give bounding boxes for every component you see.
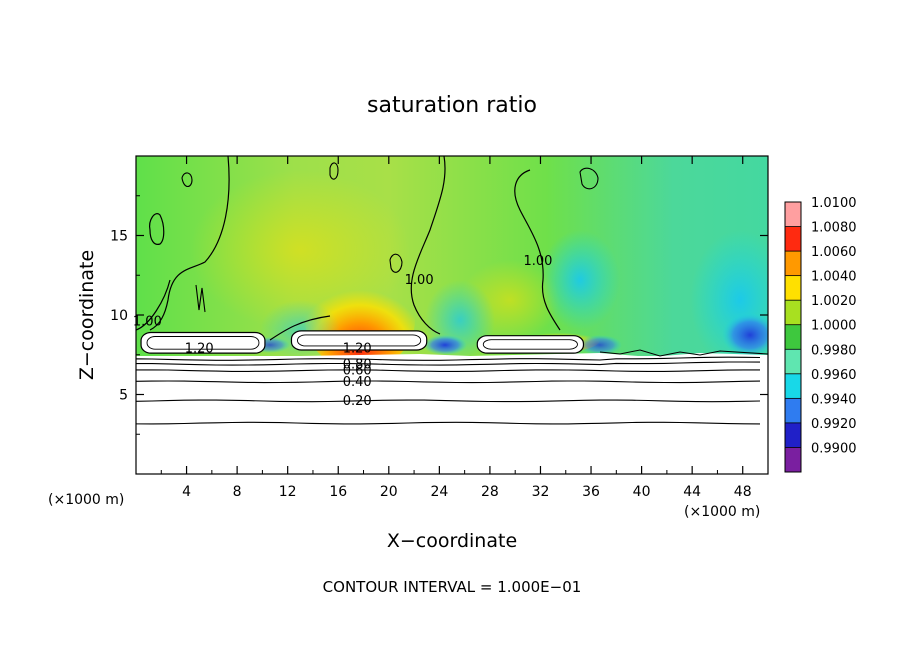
x-tick-label: 12: [279, 484, 297, 500]
cloud-inner-contour: [482, 339, 578, 350]
colorbar-swatch: [785, 202, 801, 227]
cloud-tops: [140, 330, 585, 354]
contour-label: 1.00: [523, 254, 552, 269]
contour-line: [136, 399, 761, 403]
x-unit-right: (×1000 m): [684, 504, 760, 520]
colorbar-label: 1.0080: [811, 221, 857, 236]
colorbar-swatch: [785, 422, 801, 448]
colorbar-label: 1.0100: [811, 196, 857, 211]
contour-labels: 1.001.20 1.200.800.600.400.201.001.00: [133, 254, 553, 409]
y-axis-label: Z−coordinate: [76, 250, 98, 380]
colorbar-label: 0.9940: [811, 392, 857, 407]
contour-label: 1.00: [405, 273, 434, 288]
contour-label: 0.20: [343, 394, 372, 409]
colorbar-label: 0.9980: [811, 343, 857, 358]
x-tick-label: 28: [481, 484, 499, 500]
x-axis-ticks: 4 8 12 16 20 24 28 32 36 40 44 48: [160, 156, 752, 500]
x-unit-left: (×1000 m): [48, 492, 124, 508]
heatmap-field: [136, 156, 768, 474]
colorbar-label: 1.0060: [811, 245, 857, 260]
colorbar-swatch: [785, 324, 801, 350]
contour-label: 1.00: [133, 314, 162, 329]
cloud-inner-contour: [146, 336, 260, 350]
cloud-region: [290, 330, 428, 351]
colorbar-label: 0.9960: [811, 368, 857, 383]
contour-interval-note: CONTOUR INTERVAL = 1.000E−01: [323, 578, 582, 596]
contour-label: 0.80: [343, 357, 372, 372]
y-tick-label: 5: [119, 388, 128, 404]
contour-label: 0.60: [343, 364, 372, 379]
cloud-region: [140, 331, 266, 354]
contour-label: 0.40: [343, 375, 372, 390]
contour-label: 1.20: [185, 341, 214, 356]
x-tick-label: 4: [182, 484, 191, 500]
contour-line: [136, 421, 761, 425]
colorbar-label: 1.0000: [811, 319, 857, 334]
x-tick-label: 36: [582, 484, 600, 500]
y-tick-label: 15: [110, 229, 128, 245]
colorbar-swatch: [785, 226, 801, 252]
colorbar-label: 0.9900: [811, 441, 857, 456]
colorbar-label: 0.9920: [811, 417, 857, 432]
colorbar-swatch: [785, 447, 801, 472]
contour-line: [136, 356, 761, 361]
contour-line: [136, 369, 760, 372]
colorbar-swatch: [785, 349, 801, 374]
x-tick-label: 32: [532, 484, 550, 500]
x-tick-label: 48: [734, 484, 752, 500]
y-axis-ticks: 5 10 15: [110, 195, 768, 435]
cloud-inner-contour: [297, 334, 422, 347]
chart-title: saturation ratio: [367, 93, 537, 118]
x-axis-label: X−coordinate: [387, 530, 517, 552]
contour-line: [136, 361, 761, 366]
contour-label: 1.20: [343, 341, 372, 356]
x-tick-label: 40: [633, 484, 651, 500]
cloud-region: [476, 335, 585, 354]
colorbar-swatch: [785, 275, 801, 301]
colorbar-label: 1.0020: [811, 294, 857, 309]
x-tick-label: 44: [683, 484, 701, 500]
colorbar-swatch: [785, 373, 801, 399]
x-tick-label: 16: [329, 484, 347, 500]
x-tick-label: 8: [233, 484, 242, 500]
contour-line: [136, 380, 761, 384]
x-tick-label: 20: [380, 484, 398, 500]
colorbar-swatch: [785, 251, 801, 276]
colorbar-swatch: [785, 300, 801, 325]
colorbar-swatch: [785, 398, 801, 423]
colorbar-label: 1.0040: [811, 270, 857, 285]
x-tick-label: 24: [430, 484, 448, 500]
y-tick-label: 10: [110, 308, 128, 324]
contour-lines: [136, 356, 761, 425]
colorbar: 1.0100 1.0080 1.0060 1.0040 1.0020 1.0000 0.99…: [784, 196, 857, 473]
